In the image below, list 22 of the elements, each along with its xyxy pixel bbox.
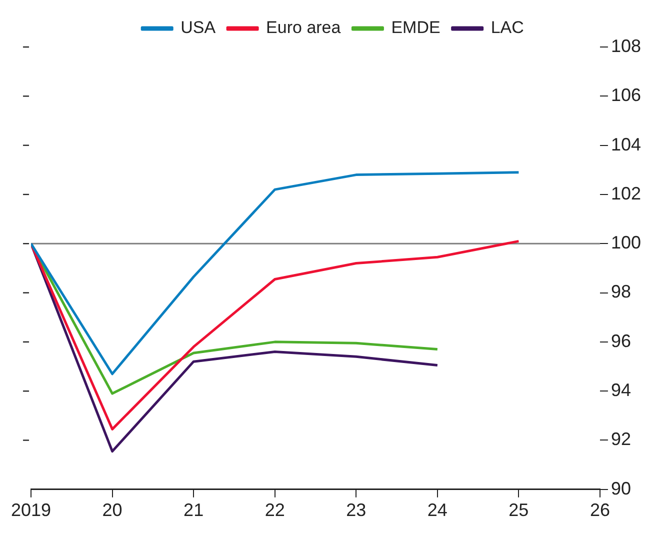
- x-tick-label: 21: [184, 500, 204, 520]
- legend-label: USA: [180, 18, 216, 38]
- x-tick-label: 26: [590, 500, 610, 520]
- y-tick-label: 96: [610, 330, 631, 351]
- x-tick-label: 22: [264, 500, 285, 520]
- y-tick-label: 98: [610, 282, 631, 302]
- y-tick-label: 90: [610, 478, 631, 498]
- x-tick-label: 2019: [11, 500, 52, 520]
- y-tick-label: 104: [610, 134, 642, 154]
- y-tick-label: 108: [610, 36, 642, 56]
- y-tick-label: 106: [610, 85, 642, 106]
- y-tick-label: 92: [610, 429, 631, 450]
- y-tick-label: 100: [610, 232, 642, 253]
- x-tick-label: 23: [346, 500, 366, 520]
- x-tick-label: 20: [102, 500, 122, 520]
- y-tick-label: 102: [610, 183, 642, 204]
- x-tick-label: 25: [508, 500, 529, 520]
- legend-label: EMDE: [391, 18, 440, 38]
- legend-label: LAC: [490, 18, 524, 38]
- x-tick-label: 24: [427, 500, 448, 520]
- legend-label: Euro area: [266, 18, 342, 38]
- y-tick-label: 94: [610, 380, 631, 400]
